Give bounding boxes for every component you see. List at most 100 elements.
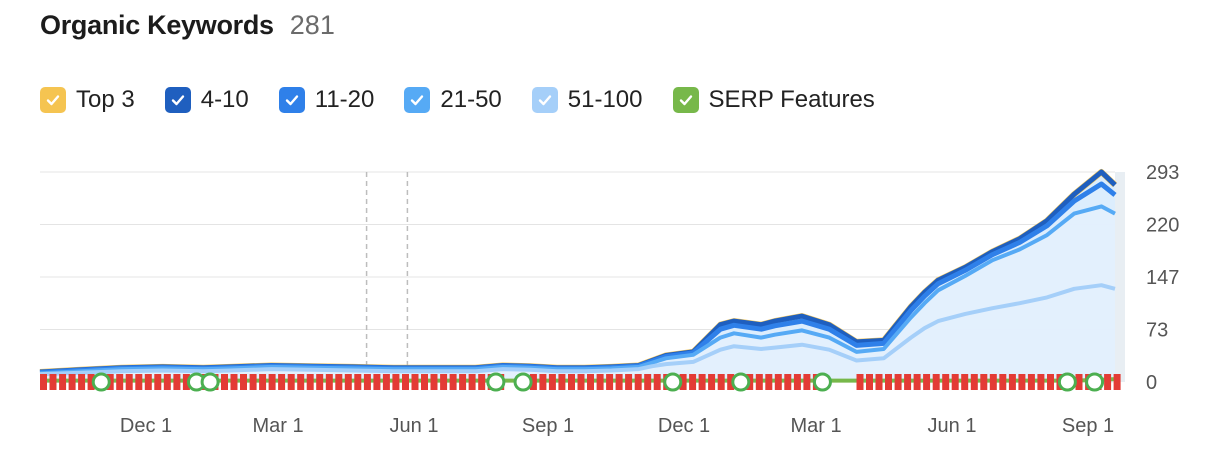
serp-marker [923,374,931,390]
serp-marker [249,374,257,390]
serp-marker [335,374,343,390]
serp-marker [606,374,614,390]
serp-marker [644,374,652,390]
chart-legend: Top 3 4-10 11-20 21-50 51-100 SERP Featu… [40,86,905,114]
serp-marker [885,374,892,390]
x-tick-label: Mar 1 [252,415,303,437]
serp-marker [68,374,76,390]
serp-marker [354,374,362,390]
series-line-21-50 [39,204,1116,376]
serp-marker [548,374,556,390]
serp-marker [793,374,801,390]
serp-feature-icon [1085,372,1105,392]
checkbox-icon[interactable] [672,87,699,113]
x-tick-label: Dec 1 [658,415,710,437]
serp-marker [558,374,566,390]
serp-marker [87,374,95,390]
serp-marker [577,374,585,390]
legend-item-4-10[interactable]: 4-10 [164,86,249,114]
serp-marker [904,374,912,390]
serp-marker [942,374,950,390]
x-tick-label: Sep 1 [1062,415,1114,437]
serp-marker [653,374,661,390]
legend-item-top-3[interactable]: Top 3 [40,86,135,114]
serp-marker [1027,374,1035,390]
serp-marker [182,374,190,390]
serp-marker [154,374,162,390]
serp-marker [344,374,352,390]
legend-label: 51-100 [567,86,643,113]
serp-marker [765,374,773,390]
checkbox-icon[interactable] [40,87,66,113]
serp-marker [163,374,171,390]
legend-label: 11-20 [314,86,375,113]
serp-marker [59,374,67,390]
serp-marker [144,374,152,390]
serp-marker [708,374,716,390]
serp-feature-icon [663,372,683,392]
serp-marker [679,374,687,390]
widget-title: Organic Keywords [40,10,274,40]
legend-item-21-50[interactable]: 21-50 [404,86,502,114]
serp-marker [287,374,295,390]
serp-marker [1104,374,1112,390]
legend-item-51-100[interactable]: 51-100 [531,86,643,114]
serp-marker [774,374,782,390]
checkbox-icon[interactable] [278,87,305,113]
serp-marker [382,374,390,390]
keyword-count: 281 [289,10,335,40]
serp-marker [615,374,623,390]
x-tick-label: Sep 1 [522,415,574,437]
x-tick-label: Jun 1 [928,415,977,437]
serp-marker [306,374,314,390]
serp-marker [259,374,267,390]
serp-marker [596,374,604,390]
y-tick-label: 220 [1146,215,1179,237]
serp-marker [402,374,409,390]
serp-marker [1113,374,1121,390]
legend-label: SERP Features [708,86,875,113]
serp-marker [568,374,575,390]
legend-label: 21-50 [440,86,502,113]
serp-marker [894,374,902,390]
serp-marker [373,374,381,390]
checkbox-icon[interactable] [164,87,191,113]
widget-header: Organic Keywords 281 [40,10,335,50]
legend-item-serp-features[interactable]: SERP Features [672,86,875,114]
serp-marker [529,374,537,390]
serp-marker [913,374,921,390]
y-tick-label: 73 [1146,320,1168,342]
serp-marker [325,374,333,390]
serp-marker [539,374,547,390]
keywords-chart: 293 220 147 73 0 Dec 1 Mar 1 Jun 1 Sep 1 Dec 1 Mar… [39,162,1179,437]
serp-marker [932,374,940,390]
serp-marker [727,374,735,390]
serp-marker [1008,374,1016,390]
serp-feature-icon [486,372,506,392]
serp-feature-icon [731,372,751,392]
y-tick-label: 0 [1146,372,1157,394]
legend-item-11-20[interactable]: 11-20 [278,86,375,114]
serp-feature-icon [513,372,533,392]
checkbox-icon[interactable] [531,87,558,113]
serp-marker [459,374,467,390]
y-tick-label: 293 [1146,162,1179,184]
serp-marker [755,374,763,390]
serp-marker [221,374,228,390]
serp-marker [970,374,978,390]
serp-marker [468,374,476,390]
serp-marker [1075,374,1083,390]
checkbox-icon[interactable] [404,87,431,113]
serp-marker [316,374,324,390]
serp-marker [135,374,143,390]
serp-marker [440,374,448,390]
serp-marker [240,374,247,390]
serp-marker [717,374,725,390]
legend-label: 4-10 [200,86,249,113]
serp-marker [961,374,969,390]
y-tick-label: 147 [1146,267,1179,289]
serp-marker [49,374,57,390]
serp-feature-icon [1057,372,1077,392]
serp-marker [999,374,1007,390]
serp-marker [278,374,286,390]
